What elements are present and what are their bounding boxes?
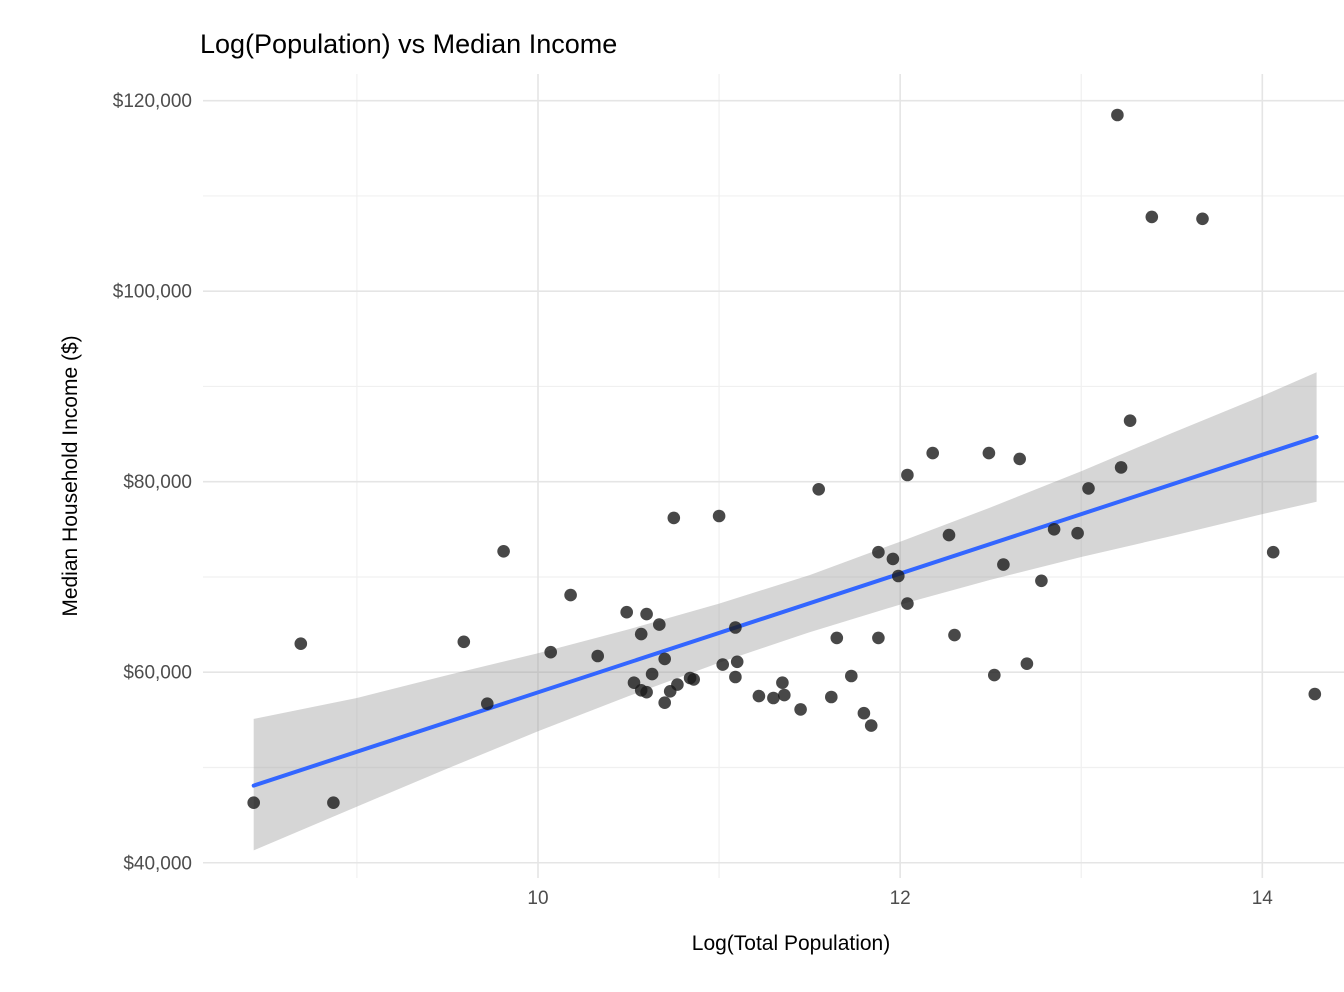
data-point: [825, 690, 838, 704]
data-point: [620, 605, 633, 619]
data-point: [645, 667, 659, 681]
data-point: [687, 673, 700, 686]
data-point: [942, 528, 956, 542]
data-point: [564, 588, 577, 602]
y-tick-label: $60,000: [123, 663, 192, 684]
y-tick-label: $40,000: [123, 853, 192, 874]
data-point: [640, 685, 653, 699]
data-point: [1266, 545, 1280, 559]
data-point: [926, 446, 939, 460]
data-point: [658, 652, 671, 666]
data-point: [1308, 687, 1322, 701]
data-point: [640, 607, 653, 621]
data-point: [497, 545, 510, 558]
data-point: [327, 796, 340, 809]
y-axis-title: Median Household Income ($): [59, 335, 82, 617]
data-point: [658, 696, 671, 709]
data-point: [1114, 461, 1128, 474]
data-point: [481, 697, 494, 710]
data-point: [997, 558, 1010, 571]
data-point: [457, 635, 471, 649]
data-point: [591, 649, 604, 663]
data-point: [886, 552, 900, 566]
data-point: [667, 511, 681, 525]
data-point: [857, 706, 871, 720]
data-point: [812, 483, 825, 496]
x-tick-label: 10: [527, 888, 548, 909]
data-point: [1013, 452, 1026, 466]
data-point: [712, 509, 726, 523]
data-point: [776, 676, 789, 689]
data-point: [1145, 210, 1159, 224]
data-point: [729, 621, 742, 634]
y-tick-label: $120,000: [113, 91, 192, 112]
data-point: [901, 468, 914, 482]
data-point: [845, 669, 858, 683]
data-point: [752, 689, 766, 703]
data-point: [247, 796, 260, 809]
data-point: [1020, 657, 1034, 670]
data-point: [778, 688, 791, 702]
x-tick-label: 12: [890, 888, 911, 909]
x-axis-title: Log(Total Population): [691, 932, 891, 955]
data-point: [872, 545, 885, 559]
data-point: [1111, 108, 1124, 122]
data-point: [1071, 526, 1084, 540]
data-point: [1196, 212, 1209, 226]
data-point: [729, 670, 742, 684]
data-point: [716, 658, 729, 671]
y-tick-label: $80,000: [123, 472, 192, 493]
data-point: [1082, 482, 1095, 495]
data-point: [864, 719, 878, 732]
chart: Log(Population) vs Median Income Median …: [40, 16, 1344, 976]
data-point: [653, 618, 666, 631]
data-point: [872, 631, 885, 645]
trend-line: [251, 434, 1319, 788]
data-point: [1047, 523, 1061, 536]
data-point: [988, 668, 1001, 682]
x-tick-label: 14: [1252, 888, 1274, 909]
data-point: [892, 569, 905, 583]
data-point: [294, 637, 308, 650]
data-point: [767, 691, 780, 705]
data-point: [671, 678, 684, 691]
plot-panel: $40,000 $60,000 $80,000 $100,000 $120,000 10 1…: [113, 74, 1344, 909]
data-point: [830, 631, 844, 645]
data-point: [544, 645, 557, 659]
y-tick-label: $100,000: [113, 282, 192, 303]
data-point: [901, 597, 914, 610]
data-point: [982, 446, 996, 460]
data-point: [794, 703, 807, 716]
data-point: [948, 628, 961, 642]
data-point: [634, 627, 648, 641]
data-point: [1123, 414, 1137, 428]
data-point: [730, 655, 744, 669]
chart-title: Log(Population) vs Median Income: [200, 29, 618, 59]
data-point: [1035, 574, 1048, 588]
